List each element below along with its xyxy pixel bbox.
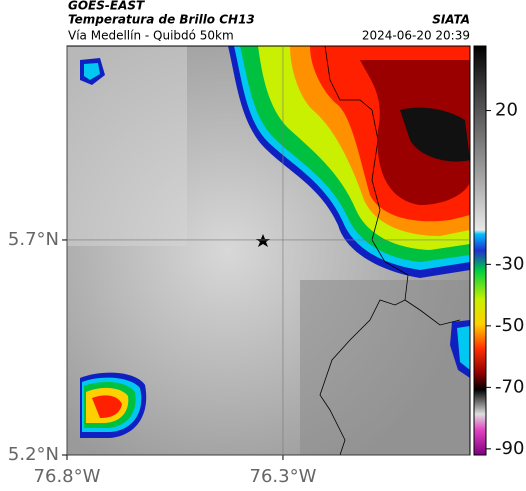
subtitle: Vía Medellín - Quibdó 50km <box>68 29 234 43</box>
org: SIATA <box>432 13 470 27</box>
x-tick-label: 76.8°W <box>34 466 101 487</box>
y-tick-label: 5.2°N <box>8 444 59 465</box>
colorbar-tick-label: -90 <box>495 438 524 459</box>
colorbar <box>473 45 487 456</box>
y-tick-label: 5.7°N <box>8 229 59 250</box>
x-tick-label: 76.3°W <box>250 466 317 487</box>
map-image <box>67 45 470 456</box>
source: GOES-EAST <box>68 0 145 13</box>
colorbar-tick-label: -70 <box>495 376 524 397</box>
colorbar-tick-label: 20 <box>495 100 518 121</box>
colorbar-tick-label: -50 <box>495 315 524 336</box>
colorbar-tick-label: -30 <box>495 253 524 274</box>
date: 2024-06-20 20:39 <box>362 29 470 43</box>
title: Temperatura de Brillo CH13 <box>68 13 255 27</box>
